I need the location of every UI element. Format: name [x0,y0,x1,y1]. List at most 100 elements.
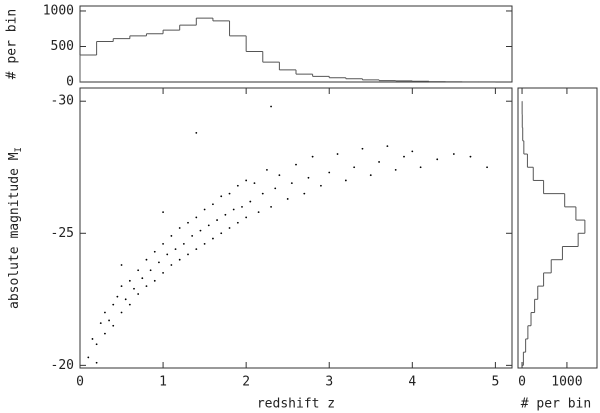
point [278,174,281,177]
point [182,242,185,245]
x-tick-label: 1000 [551,375,582,390]
point [166,253,169,256]
point [149,269,152,272]
point [224,213,227,216]
point [153,250,156,253]
x-tick-label: 4 [408,375,416,390]
point [245,216,248,219]
point [137,269,140,272]
point [249,200,252,203]
point [203,242,206,245]
point [128,303,131,306]
point [174,248,177,251]
point [112,324,115,327]
y-tick-label: 500 [51,39,74,54]
point [112,303,115,306]
point [253,182,256,184]
point [295,163,297,166]
y-label-sub: I [14,147,24,152]
point [361,147,364,150]
point [120,264,123,266]
point [191,235,194,237]
point [486,166,488,169]
point [170,235,173,237]
x-tick-label: 0 [76,375,84,390]
point [220,195,223,198]
point [270,105,272,108]
point [99,322,102,324]
main-frame [79,87,513,369]
point [228,192,231,195]
point [261,192,264,195]
point [178,227,181,229]
point [386,145,389,148]
point [104,311,106,314]
point [236,221,239,224]
point [452,153,455,155]
point [108,319,110,322]
y-tick-label: -25 [51,226,74,241]
point [95,343,98,346]
top-y-label: # per bin [5,9,20,79]
point [124,298,127,301]
point [162,242,164,245]
y-label: absolute magnitude MI [7,147,24,309]
point [320,184,322,187]
point [328,171,331,174]
point [270,205,272,208]
point [436,158,439,161]
point [241,205,243,208]
point [187,221,189,224]
point [411,150,414,153]
point [344,179,347,182]
y-tick-label: -20 [51,358,74,373]
point [212,203,214,206]
point [228,227,231,229]
point [216,219,218,221]
point [145,285,148,288]
point [116,295,119,298]
point [274,187,277,190]
point [145,258,148,261]
point [137,293,140,295]
point [469,155,472,158]
point [378,161,380,163]
point [369,174,372,177]
point [307,176,310,179]
point [120,311,123,314]
point [162,211,164,214]
point [257,211,260,214]
point [153,279,156,282]
point [212,237,214,240]
x-label: redshift z [257,397,335,412]
right-frame [517,87,598,369]
y-label-main: absolute magnitude M [7,152,22,309]
right-x-label: # per bin [521,397,591,412]
point [336,153,339,155]
point [290,182,293,184]
point [195,132,198,134]
point [245,179,248,182]
point [403,155,405,158]
x-tick-label: 3 [325,375,333,390]
point [141,277,144,280]
point [187,253,189,256]
y-tick-label: -30 [51,94,74,109]
point [104,332,106,335]
x-tick-label: 2 [242,375,250,390]
x-tick-label: 1 [159,375,167,390]
point [128,279,131,282]
point [303,192,306,195]
point [120,285,123,288]
point [311,155,314,158]
point [195,248,198,251]
y-tick-label: 1000 [43,3,74,18]
point [195,216,198,219]
point [178,258,181,261]
point [170,264,173,266]
point [203,208,206,211]
point [158,261,160,264]
point [236,184,239,187]
point [87,356,90,359]
